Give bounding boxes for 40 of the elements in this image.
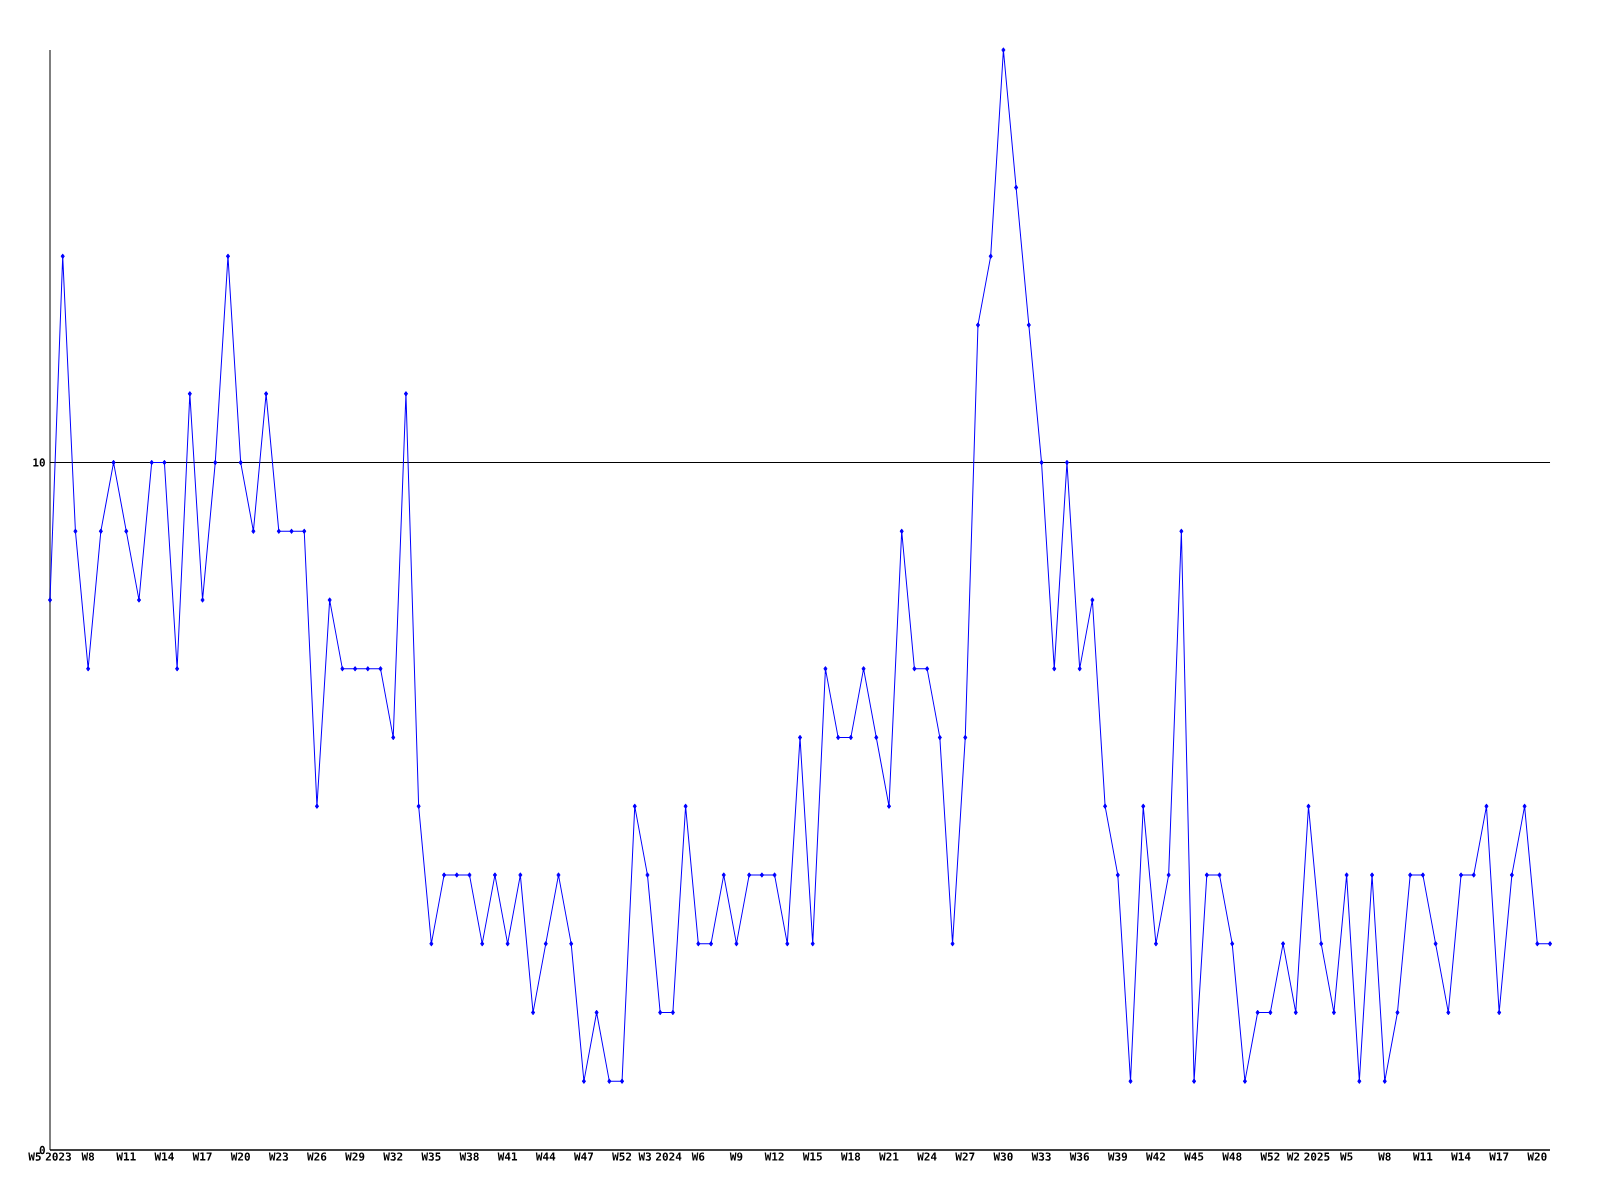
x-tick-label: W48 bbox=[1222, 1152, 1242, 1161]
x-tick-label: W11 bbox=[116, 1152, 136, 1161]
x-tick-label: W2 2025 bbox=[1286, 1152, 1330, 1161]
x-tick-label: W8 bbox=[81, 1152, 95, 1161]
x-tick-label: W23 bbox=[268, 1152, 289, 1161]
x-tick-label: W5 bbox=[1340, 1152, 1353, 1161]
x-tick-label: W30 bbox=[993, 1152, 1013, 1161]
x-tick-label: W15 bbox=[802, 1152, 822, 1161]
x-tick-label: W12 bbox=[764, 1152, 784, 1161]
x-tick-label: W41 bbox=[497, 1152, 518, 1161]
x-tick-label: W29 bbox=[345, 1152, 365, 1161]
x-tick-label: W17 bbox=[1489, 1152, 1509, 1161]
x-tick-label: W36 bbox=[1069, 1152, 1090, 1161]
x-tick-label: W6 bbox=[691, 1152, 705, 1161]
x-tick-label: W32 bbox=[383, 1152, 403, 1161]
x-tick-label: W24 bbox=[917, 1152, 937, 1161]
x-tick-label: W20 bbox=[230, 1152, 250, 1161]
x-tick-label: W42 bbox=[1146, 1152, 1165, 1161]
x-tick-label: W14 bbox=[154, 1152, 174, 1161]
x-tick-label: W52 bbox=[1260, 1152, 1280, 1161]
x-tick-label: W11 bbox=[1412, 1152, 1433, 1161]
x-tick-label: W27 bbox=[955, 1152, 975, 1161]
x-tick-label: W18 bbox=[840, 1152, 861, 1161]
x-tick-label: W52 bbox=[612, 1152, 632, 1161]
x-tick-label: W14 bbox=[1451, 1152, 1471, 1161]
x-tick-label: W38 bbox=[459, 1152, 479, 1161]
x-tick-label: W47 bbox=[573, 1152, 594, 1161]
x-tick-label: W17 bbox=[192, 1152, 212, 1161]
x-tick-label: W26 bbox=[307, 1152, 327, 1161]
x-tick-label: W44 bbox=[535, 1152, 556, 1161]
x-tick-label: W8 bbox=[1378, 1152, 1391, 1161]
y-tick-label: 10 bbox=[33, 458, 45, 467]
x-tick-label: W3 2024 bbox=[638, 1152, 682, 1161]
x-tick-label: W35 bbox=[421, 1152, 441, 1161]
x-tick-label: W9 bbox=[729, 1152, 743, 1161]
x-tick-label: W21 bbox=[879, 1152, 899, 1161]
x-tick-label: W20 bbox=[1527, 1152, 1547, 1161]
x-tick-label: W33 bbox=[1031, 1152, 1051, 1161]
x-tick-label: W45 bbox=[1184, 1152, 1204, 1161]
x-tick-label: W39 bbox=[1107, 1152, 1128, 1161]
